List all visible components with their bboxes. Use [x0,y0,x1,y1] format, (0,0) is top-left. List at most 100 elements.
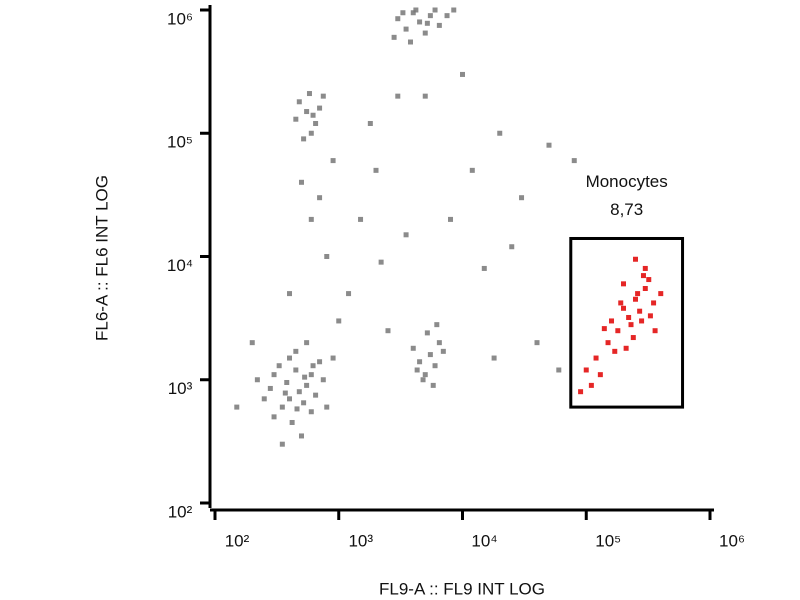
point [658,291,664,297]
point [509,244,515,250]
point [571,158,577,164]
point [417,19,423,25]
point [254,377,260,383]
point [436,340,442,346]
x-axis-label: FL9-A :: FL9 INT LOG [379,579,545,598]
point [289,419,295,425]
point [646,277,652,283]
point [519,195,525,201]
point [367,120,373,126]
point [612,348,618,354]
point [642,286,648,292]
y-axis-label: FL6-A :: FL6 INT LOG [92,175,111,341]
x-tick-label: 10⁵ [595,531,621,550]
point [308,216,314,222]
point [556,367,562,373]
point [308,130,314,136]
point [313,392,319,398]
point [434,322,440,328]
y-tick-label: 10² [168,502,193,521]
point [432,363,438,369]
point [588,382,594,388]
point [294,406,300,412]
point [279,441,285,447]
point [310,363,316,369]
point [395,93,401,99]
point [414,367,420,373]
point [304,382,310,388]
point [293,348,299,354]
point [424,330,430,336]
y-tick-label: 10⁵ [167,133,193,152]
point [308,372,314,378]
point [296,389,302,395]
point [422,93,428,99]
point [313,120,319,126]
point [298,433,304,439]
point [626,314,632,320]
point [420,377,426,383]
point [403,232,409,238]
point [306,91,312,97]
point [628,322,634,328]
point [632,256,638,262]
x-tick-label: 10³ [348,531,373,550]
y-tick-label: 10³ [168,379,193,398]
point [583,367,589,373]
x-tick-label: 10⁶ [719,531,745,550]
point [373,167,379,173]
gate-label: Monocytes [586,172,668,191]
point [293,116,299,122]
point [330,355,336,361]
point [422,30,428,36]
point [440,348,446,354]
point [271,414,277,420]
point [267,385,273,391]
point [534,340,540,346]
point [279,404,285,410]
point [391,34,397,40]
point [284,379,290,385]
point [293,367,299,373]
point [261,396,267,402]
point [417,359,423,365]
point [621,281,627,287]
point [276,363,282,369]
point [424,20,430,26]
point [639,318,645,324]
point [642,265,648,271]
point [652,328,658,334]
point [413,7,419,13]
y-tick-label: 10⁶ [167,9,193,28]
x-tick-label: 10⁴ [471,531,497,550]
point [640,273,646,279]
point [324,404,330,410]
point [336,318,342,324]
point [427,13,433,19]
point [491,355,497,361]
point [615,328,621,334]
point [395,16,401,22]
point [320,93,326,99]
point [632,296,638,302]
point [597,372,603,378]
point [296,99,302,105]
point [601,326,607,332]
gate-value: 8,73 [610,200,643,219]
point [432,7,438,13]
point [400,10,406,16]
point [358,216,364,222]
point [637,308,643,314]
point [234,404,240,410]
point [301,400,307,406]
point [282,390,288,396]
point [578,389,584,395]
point [403,26,409,32]
point [317,105,323,111]
point [444,13,450,19]
point [546,142,552,148]
point [497,130,503,136]
point [271,372,277,378]
